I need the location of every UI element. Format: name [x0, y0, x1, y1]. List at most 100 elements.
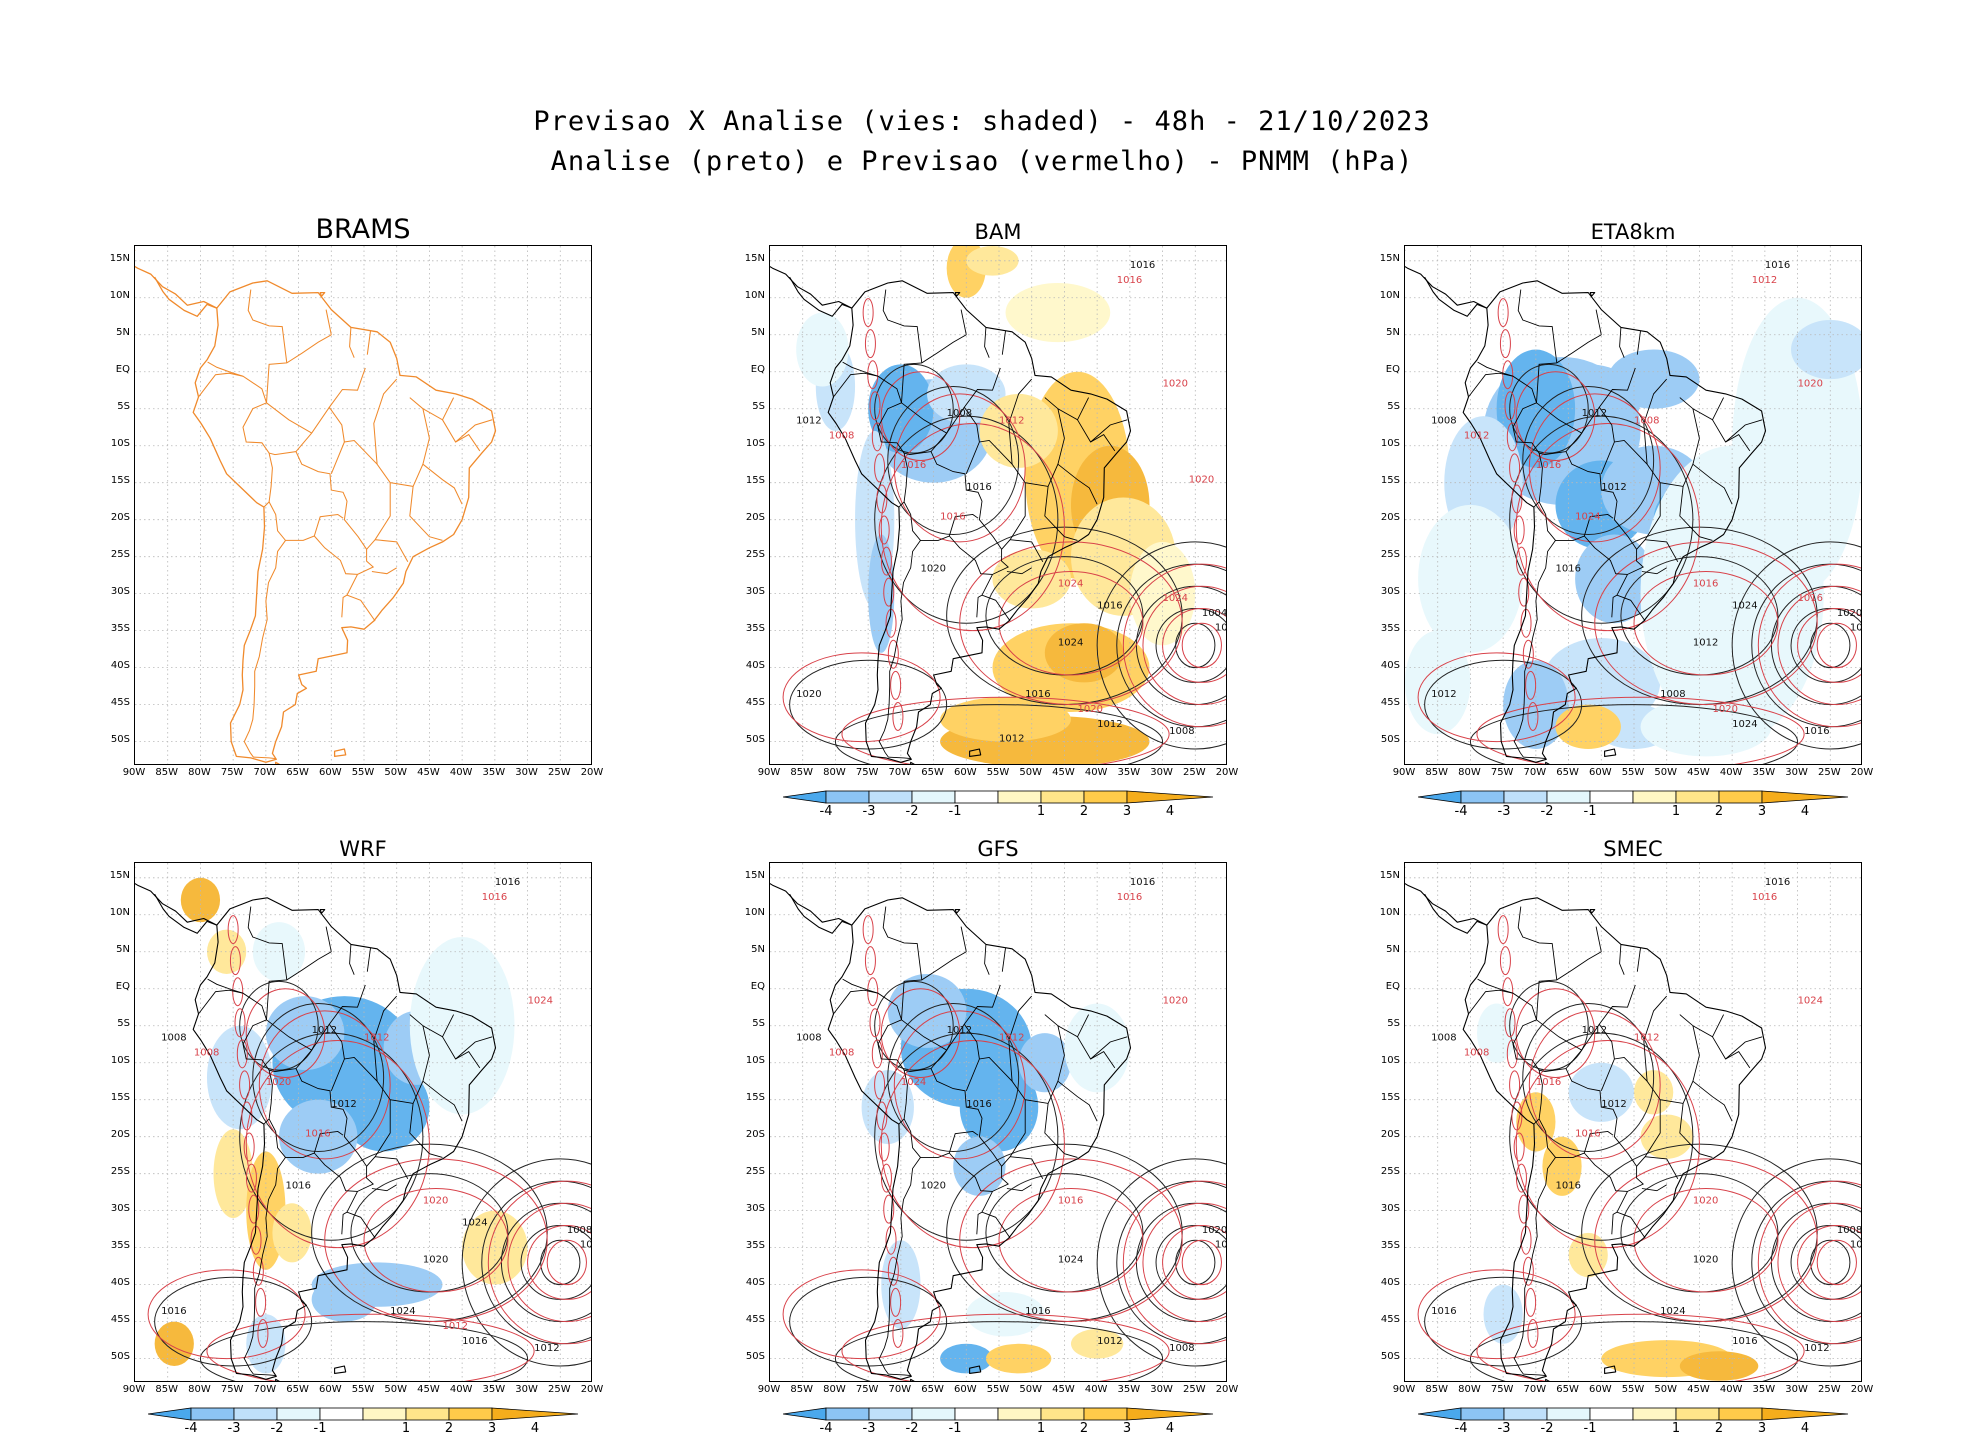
lat-tick-label: 10S	[110, 437, 130, 449]
colorbar-label: 1	[401, 1421, 411, 1436]
analysis-contour-label: 1008	[1169, 1343, 1194, 1354]
panel-title: BAM	[974, 220, 1022, 244]
lon-tick-label: 70W	[1523, 1384, 1547, 1395]
lat-tick-label: 10S	[1380, 437, 1400, 449]
lat-tick-label: 5N	[116, 326, 130, 338]
grid-lines	[1405, 863, 1861, 1381]
lon-tick-label: 45W	[1687, 1384, 1710, 1395]
forecast-contour-label: 1012	[1634, 1033, 1659, 1044]
lon-tick-label: 65W	[921, 767, 944, 778]
lat-tick-label: 20S	[745, 1128, 765, 1140]
political-borders	[1468, 906, 1763, 1377]
colorbar-label: -4	[819, 1421, 833, 1436]
lon-tick-label: 50W	[1654, 1384, 1678, 1395]
colorbar-label: 1	[1671, 1421, 1681, 1436]
lon-tick-label: 85W	[155, 1384, 179, 1395]
analysis-contour-label: 1012	[1097, 1336, 1122, 1347]
panel-title: BRAMS	[315, 214, 411, 245]
analysis-contour-label: 1020	[1693, 1254, 1718, 1265]
colorbar-segment	[1126, 1407, 1214, 1421]
lon-tick-label: 80W	[823, 767, 846, 778]
colorbar-label: -1	[1583, 804, 1597, 819]
lat-tick-label: 20S	[1380, 1128, 1400, 1140]
analysis-contour-label: 1020	[920, 1180, 945, 1191]
analysis-contour-label: 1016	[1431, 1306, 1456, 1317]
colorbar-label: 4	[530, 1421, 540, 1436]
lat-tick-label: 45S	[1380, 696, 1400, 708]
lon-tick-label: 45W	[1052, 767, 1075, 778]
colorbar-segment	[868, 790, 913, 804]
lat-tick-label: 15S	[745, 1091, 765, 1103]
lat-tick-label: 15N	[109, 869, 130, 881]
lat-tick-label: 15S	[745, 474, 765, 486]
colorbar-label: 4	[1800, 1421, 1810, 1436]
map-frame	[134, 245, 592, 765]
lat-tick-label: 25S	[1380, 1165, 1400, 1177]
colorbar-label: -2	[1540, 804, 1554, 819]
colorbar-segment	[1126, 790, 1214, 804]
forecast-contour-label: 1008	[1634, 416, 1659, 427]
lon-tick-label: 20W	[1850, 767, 1874, 778]
lon-tick-label: 80W	[1458, 1384, 1481, 1395]
lon-tick-label: 40W	[449, 767, 473, 778]
forecast-contour-label: 1008	[829, 1047, 854, 1058]
lon-tick-label: 70W	[888, 1384, 912, 1395]
lon-tick-label: 50W	[1019, 767, 1043, 778]
colorbar	[148, 1407, 579, 1421]
colorbar-label: 2	[444, 1421, 454, 1436]
analysis-contour-label: 1020	[1202, 1225, 1227, 1236]
lat-tick-label: 10S	[745, 1054, 765, 1066]
analysis-contour-label: 1012	[1431, 689, 1456, 700]
map-svg: 1016 1012 1008 1012 1016 1020 1024 1016 1012 1008…	[135, 863, 591, 1381]
analysis-contour-label: 1024	[1660, 1306, 1685, 1317]
colorbar-label: -1	[1583, 1421, 1597, 1436]
colorbar-segment	[1503, 1407, 1548, 1421]
colorbar-segment	[954, 790, 999, 804]
title-line-1: Previsao X Analise (vies: shaded) - 48h …	[533, 106, 1431, 137]
colorbar-segment	[783, 790, 827, 804]
lon-tick-label: 45W	[1687, 767, 1710, 778]
analysis-contour-label: 1024	[1058, 1254, 1083, 1265]
lat-tick-label: 10S	[1380, 1054, 1400, 1066]
analysis-contour-label: 1016	[1130, 260, 1155, 271]
forecast-contour-label: 1008	[829, 430, 854, 441]
lat-tick-label: 10S	[745, 437, 765, 449]
colorbar-label: -4	[1454, 804, 1468, 819]
colorbar-segment	[1718, 790, 1763, 804]
lat-tick-label: 5S	[117, 1017, 130, 1029]
analysis-contour-label: 1016	[1850, 623, 1862, 634]
lat-tick-label: 40S	[110, 1276, 130, 1288]
lon-tick-label: 90W	[1392, 767, 1416, 778]
colorbar	[783, 1407, 1214, 1421]
colorbar-segment	[1546, 1407, 1591, 1421]
analysis-contour-label: 1012	[534, 1343, 559, 1354]
lat-tick-label: 20S	[110, 1128, 130, 1140]
analysis-contour-label: 1024	[390, 1306, 415, 1317]
lat-tick-label: 5S	[1387, 400, 1400, 412]
forecast-contour-label: 1024	[901, 1077, 926, 1088]
lat-tick-label: 5N	[1386, 943, 1400, 955]
map-svg: 1016 1012 1008 1016 1020 1024 1016 1012 1008 1020…	[770, 863, 1227, 1381]
lat-tick-label: 10N	[744, 289, 765, 301]
analysis-contour-label: 1016	[495, 877, 520, 888]
grid-lines	[135, 246, 591, 764]
bias-shading	[1476, 1003, 1759, 1381]
colorbar-label: 1	[1671, 804, 1681, 819]
lon-tick-label: 30W	[1150, 767, 1173, 778]
forecast-contours	[1417, 298, 1861, 764]
colorbar-label: 3	[1757, 1421, 1767, 1436]
lon-tick-label: 70W	[253, 767, 277, 778]
forecast-contour-label: 1024	[1798, 996, 1823, 1007]
colorbar-label: 3	[1122, 804, 1132, 819]
colorbar-segment	[1675, 790, 1720, 804]
lat-tick-label: EQ	[115, 363, 130, 375]
lat-tick-label: 10S	[110, 1054, 130, 1066]
lat-tick-label: 10N	[1379, 906, 1400, 918]
forecast-contour-label: 1020	[266, 1077, 291, 1088]
map-frame: 1016 1012 1008 1012 1016 1020 1024 1016 1012 1008…	[1404, 862, 1862, 1382]
lat-tick-label: 15S	[110, 474, 130, 486]
forecast-contour-label: 1024	[1575, 512, 1600, 523]
lat-tick-label: EQ	[750, 980, 765, 992]
analysis-contour-label: 1024	[1732, 600, 1757, 611]
lon-tick-label: 60W	[1588, 767, 1612, 778]
